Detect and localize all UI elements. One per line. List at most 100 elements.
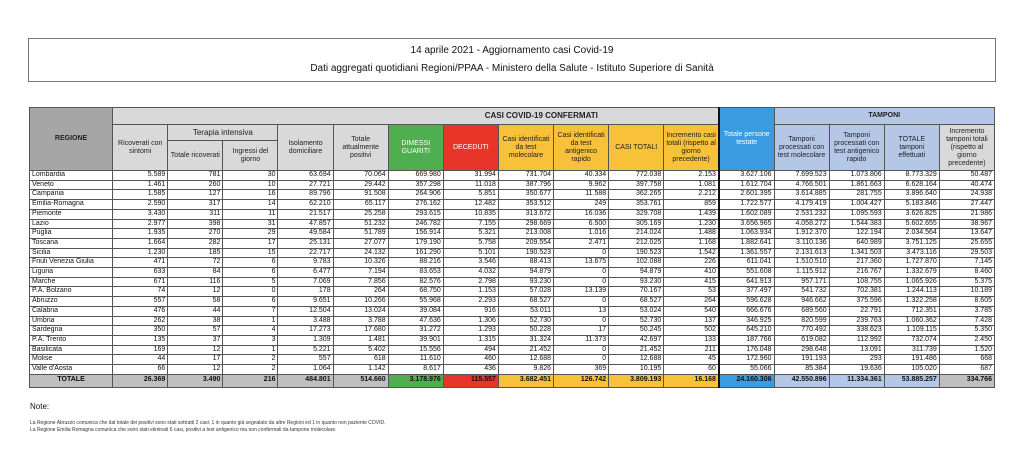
value-cell: 190.523 [608, 247, 665, 259]
value-cell: 1.244.113 [883, 286, 940, 298]
value-cell: 53 [663, 286, 720, 298]
value-cell: 3.473.116 [883, 247, 940, 259]
value-cell: 7.145 [938, 257, 996, 269]
header-col-10: CASI TOTALI [608, 124, 665, 171]
value-cell: 353.761 [608, 199, 665, 210]
header-col-12: Totale persone testate [717, 107, 775, 171]
value-cell: 1.488 [663, 228, 720, 239]
value-cell: 49.584 [277, 228, 334, 239]
header-tamponi: TAMPONI [773, 107, 995, 125]
value-cell: 11.588 [553, 189, 610, 201]
table-row: Emilia-Romagna 2.590 317 14 62.210 65.117 276.… [28, 199, 996, 210]
table-row: Calabria 476 44 7 12.504 13.024 39.084 916 53.01… [28, 305, 996, 317]
value-cell: 618 [332, 354, 389, 366]
value-cell: 3.896.640 [883, 189, 940, 201]
value-cell: 191.486 [883, 354, 940, 366]
value-cell: 2.531.232 [773, 208, 830, 220]
value-cell: 4.766.501 [773, 179, 830, 191]
value-cell: 216 [222, 373, 279, 388]
region-name-cell: Lombardia [28, 170, 114, 181]
value-cell: 772.038 [608, 170, 665, 181]
value-cell: 5.402 [332, 344, 389, 356]
value-cell: 70.064 [332, 170, 389, 181]
value-cell: 5.101 [442, 247, 499, 259]
value-cell: 13.024 [332, 305, 389, 317]
value-cell: 471 [112, 257, 169, 269]
header-col-15: TOTALE tamponi effettuati [883, 124, 940, 171]
value-cell: 1.361.557 [717, 247, 775, 259]
value-cell: 5.375 [938, 276, 996, 288]
value-cell: 93.230 [497, 276, 555, 288]
value-cell: 172.960 [717, 354, 775, 366]
value-cell: 51.232 [332, 218, 389, 230]
header-col-5: Totale attualmente positivi [332, 124, 389, 171]
value-cell: 264 [663, 296, 720, 307]
value-cell: 16.168 [663, 373, 720, 388]
value-cell: 5.602.655 [883, 218, 940, 230]
note-line: La Regione Emilia Romagna comunica che s… [30, 427, 337, 433]
value-cell: 1.168 [663, 237, 720, 249]
header-casi-confermati: CASI COVID-19 CONFERMATI [112, 107, 720, 125]
value-cell: 3.178.976 [387, 373, 444, 388]
value-cell: 13.139 [553, 286, 610, 298]
value-cell: 9.962 [553, 179, 610, 191]
value-cell: 641.913 [717, 276, 775, 288]
value-cell: 1.882.641 [717, 237, 775, 249]
value-cell: 4 [222, 325, 279, 336]
value-cell: 29 [222, 228, 279, 239]
value-cell: 12 [167, 364, 224, 375]
region-name-cell: Sicilia [28, 247, 114, 259]
value-cell: 633 [112, 267, 169, 278]
value-cell: 820.599 [773, 315, 830, 327]
value-cell: 93.230 [608, 276, 665, 288]
table-body: Lombardia 5.589 781 30 63.694 70.064 669.980 31… [28, 170, 996, 388]
value-cell: 68.750 [387, 286, 444, 298]
header-col-6: DIMESSI GUARITI [387, 124, 444, 171]
value-cell: 10.195 [608, 364, 665, 375]
value-cell: 0 [222, 286, 279, 298]
value-cell: 3.656.965 [717, 218, 775, 230]
value-cell: 68.527 [608, 296, 665, 307]
value-cell: 6.628.164 [883, 179, 940, 191]
value-cell: 3.614.885 [773, 189, 830, 201]
value-cell: 415 [663, 276, 720, 288]
table-row: Piemonte 3.430 311 11 21.517 25.258 293.615 10.… [28, 208, 996, 220]
value-cell: 169 [112, 344, 169, 356]
value-cell: 1.153 [442, 286, 499, 298]
value-cell: 88.216 [387, 257, 444, 269]
value-cell: 436 [442, 364, 499, 375]
value-cell: 2.798 [442, 276, 499, 288]
value-cell: 1.322.258 [883, 296, 940, 307]
value-cell: 70.167 [608, 286, 665, 298]
value-cell: 17 [553, 325, 610, 336]
value-cell: 946.662 [773, 296, 830, 307]
value-cell: 712.351 [883, 305, 940, 317]
value-cell: 3.430 [112, 208, 169, 220]
value-cell: 40.474 [938, 179, 996, 191]
value-cell: 311 [167, 208, 224, 220]
value-cell: 40.334 [553, 170, 610, 181]
value-cell: 298.648 [773, 344, 830, 356]
table-row: Marche 671 116 5 7.069 7.856 82.576 2.798 93.230… [28, 276, 996, 288]
value-cell: 212.025 [608, 237, 665, 249]
value-cell: 1.585 [112, 189, 169, 201]
value-cell: 50.487 [938, 170, 996, 181]
value-cell: 668 [938, 354, 996, 366]
value-cell: 216.767 [828, 267, 885, 278]
value-cell: 16 [222, 189, 279, 201]
value-cell: 42.550.896 [773, 373, 830, 388]
table-row: Friuli Venezia Giulia 471 72 6 9.783 10.326 88… [28, 257, 996, 269]
value-cell: 2.601.395 [717, 189, 775, 201]
report-title-box: 14 aprile 2021 - Aggiornamento casi Covi… [28, 38, 996, 82]
value-cell: 50.245 [608, 325, 665, 336]
value-cell: 12 [167, 286, 224, 298]
value-cell: 14 [222, 199, 279, 210]
value-cell: 7.856 [332, 276, 389, 288]
notes-title: Note: [30, 402, 50, 411]
value-cell: 179.190 [387, 237, 444, 249]
value-cell: 12.482 [442, 199, 499, 210]
value-cell: 1 [222, 315, 279, 327]
value-cell: 9.651 [277, 296, 334, 307]
value-cell: 557 [277, 354, 334, 366]
value-cell: 6 [222, 257, 279, 269]
